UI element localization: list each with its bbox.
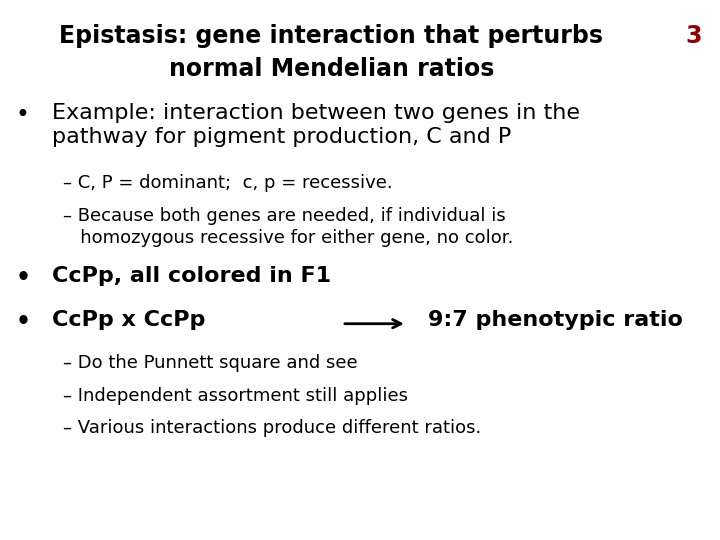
Text: – Various interactions produce different ratios.: – Various interactions produce different… bbox=[63, 419, 482, 437]
Text: •: • bbox=[16, 310, 31, 334]
Text: Epistasis: gene interaction that perturbs: Epistasis: gene interaction that perturb… bbox=[59, 24, 603, 48]
Text: – Independent assortment still applies: – Independent assortment still applies bbox=[63, 387, 408, 405]
Text: CcPp x CcPp: CcPp x CcPp bbox=[52, 310, 205, 330]
Text: 3: 3 bbox=[685, 24, 702, 48]
Text: – Do the Punnett square and see: – Do the Punnett square and see bbox=[63, 354, 358, 373]
Text: – Because both genes are needed, if individual is
   homozygous recessive for ei: – Because both genes are needed, if indi… bbox=[63, 206, 514, 247]
Text: •: • bbox=[16, 103, 30, 126]
Text: normal Mendelian ratios: normal Mendelian ratios bbox=[168, 57, 494, 80]
Text: 9:7 phenotypic ratio: 9:7 phenotypic ratio bbox=[428, 310, 683, 330]
Text: •: • bbox=[16, 266, 31, 290]
Text: Example: interaction between two genes in the
pathway for pigment production, C : Example: interaction between two genes i… bbox=[52, 103, 580, 147]
Text: – C, P = dominant;  c, p = recessive.: – C, P = dominant; c, p = recessive. bbox=[63, 174, 393, 192]
Text: CcPp, all colored in F1: CcPp, all colored in F1 bbox=[52, 266, 331, 286]
